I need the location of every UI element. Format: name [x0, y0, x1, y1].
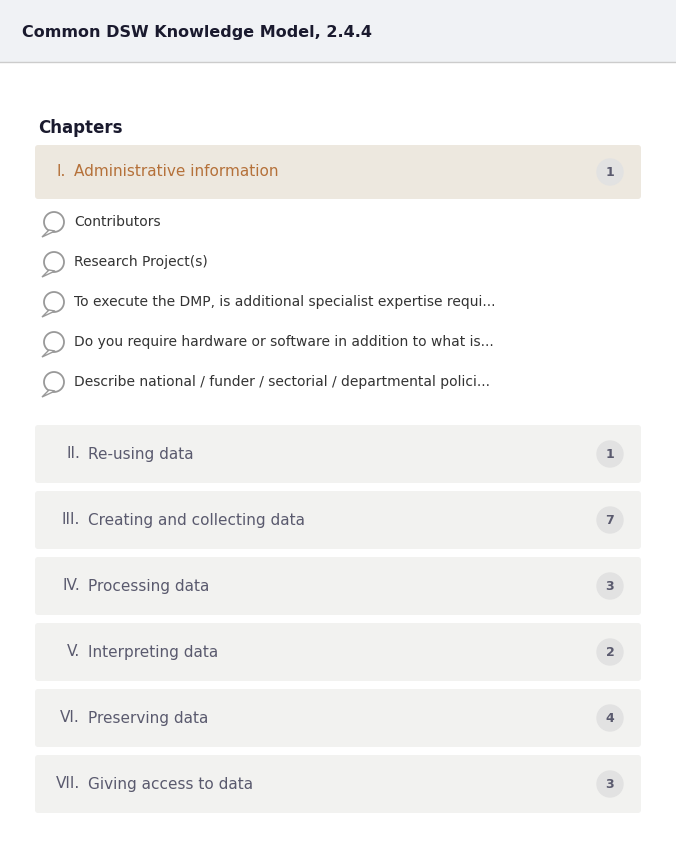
- Polygon shape: [42, 350, 55, 357]
- Circle shape: [597, 705, 623, 731]
- Text: 1: 1: [606, 165, 614, 178]
- FancyBboxPatch shape: [35, 491, 641, 549]
- Text: 1: 1: [606, 447, 614, 460]
- Polygon shape: [42, 390, 55, 397]
- Circle shape: [597, 639, 623, 665]
- Circle shape: [597, 507, 623, 533]
- Text: Contributors: Contributors: [74, 215, 161, 229]
- Text: Administrative information: Administrative information: [74, 164, 279, 180]
- Polygon shape: [42, 310, 55, 317]
- Text: Preserving data: Preserving data: [88, 710, 208, 726]
- Text: Do you require hardware or software in addition to what is...: Do you require hardware or software in a…: [74, 335, 493, 349]
- Text: Interpreting data: Interpreting data: [88, 644, 218, 659]
- Text: Research Project(s): Research Project(s): [74, 255, 208, 269]
- Text: Giving access to data: Giving access to data: [88, 777, 253, 791]
- FancyBboxPatch shape: [35, 623, 641, 681]
- Text: Chapters: Chapters: [38, 119, 122, 137]
- Text: To execute the DMP, is additional specialist expertise requi...: To execute the DMP, is additional specia…: [74, 295, 496, 309]
- Text: IV.: IV.: [62, 579, 80, 593]
- Text: VI.: VI.: [60, 710, 80, 726]
- FancyBboxPatch shape: [35, 557, 641, 615]
- FancyBboxPatch shape: [35, 425, 641, 483]
- Text: VII.: VII.: [55, 777, 80, 791]
- Text: Creating and collecting data: Creating and collecting data: [88, 512, 305, 528]
- Text: Describe national / funder / sectorial / departmental polici...: Describe national / funder / sectorial /…: [74, 375, 490, 389]
- Text: 3: 3: [606, 580, 614, 593]
- Text: I.: I.: [57, 164, 66, 180]
- FancyBboxPatch shape: [35, 755, 641, 813]
- Text: II.: II.: [66, 446, 80, 462]
- Text: 2: 2: [606, 645, 614, 658]
- Polygon shape: [42, 270, 55, 277]
- Circle shape: [597, 441, 623, 467]
- FancyBboxPatch shape: [35, 145, 641, 199]
- Text: III.: III.: [62, 512, 80, 528]
- FancyBboxPatch shape: [35, 689, 641, 747]
- Text: Common DSW Knowledge Model, 2.4.4: Common DSW Knowledge Model, 2.4.4: [22, 24, 372, 40]
- Text: 3: 3: [606, 778, 614, 791]
- Text: V.: V.: [67, 644, 80, 659]
- Text: 7: 7: [606, 514, 614, 527]
- Text: Re-using data: Re-using data: [88, 446, 193, 462]
- Circle shape: [597, 159, 623, 185]
- FancyBboxPatch shape: [0, 0, 676, 62]
- Text: 4: 4: [606, 712, 614, 725]
- Circle shape: [597, 771, 623, 797]
- Polygon shape: [42, 230, 55, 237]
- Text: Processing data: Processing data: [88, 579, 210, 593]
- Circle shape: [597, 573, 623, 599]
